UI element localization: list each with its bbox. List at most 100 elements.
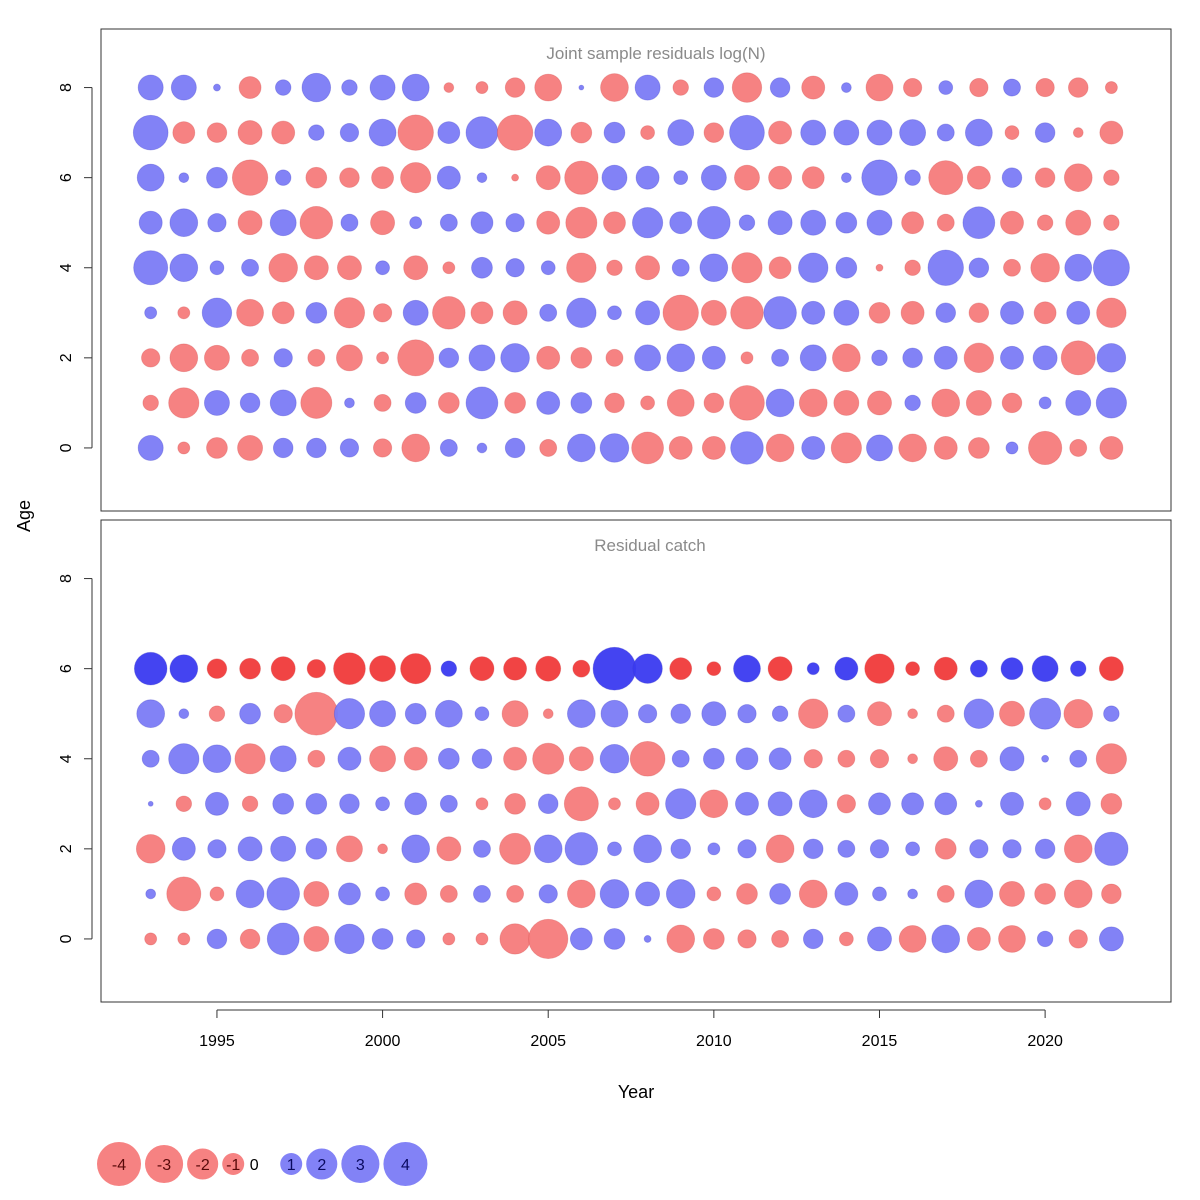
residual-bubble: [333, 652, 366, 685]
residual-bubble: [730, 296, 764, 330]
y-tick-label: 2: [58, 353, 75, 362]
residual-bubble: [1101, 883, 1122, 905]
residual-bubble: [771, 348, 790, 367]
y-axis-label: Age: [14, 500, 34, 532]
residual-bubble: [969, 77, 989, 98]
x-axis: 1995 2000 2005 2010 2015 2020: [199, 1009, 1063, 1050]
residual-bubble: [439, 439, 458, 457]
residual-bubble: [737, 929, 757, 949]
residual-bubble: [568, 746, 594, 772]
residual-bubble: [505, 258, 525, 278]
bubble-layer: [132, 72, 1130, 466]
residual-bubble: [836, 794, 856, 814]
residual-bubble: [736, 883, 758, 905]
residual-bubble: [1098, 926, 1124, 952]
residual-bubble: [231, 159, 269, 196]
residual-bubble: [631, 431, 664, 465]
residual-bubble: [567, 699, 596, 729]
residual-bubble: [572, 659, 591, 678]
panel-frame: [100, 519, 1172, 1003]
residual-bubble: [968, 302, 990, 324]
residual-bubble: [1005, 441, 1019, 455]
legend-bubble: [145, 1144, 184, 1184]
residual-bubble: [999, 700, 1025, 727]
residual-bubble: [933, 345, 958, 370]
residual-bubble: [769, 883, 791, 905]
residual-bubble: [670, 703, 691, 724]
residual-bubble: [337, 746, 362, 771]
residual-bubble: [832, 343, 861, 373]
residual-bubble: [871, 349, 888, 367]
residual-bubble: [697, 205, 731, 240]
residual-bubble: [168, 387, 200, 419]
residual-bubble: [438, 347, 460, 369]
residual-bubble: [801, 300, 826, 325]
residual-bubble: [169, 343, 199, 373]
residual-bubble: [799, 344, 827, 372]
residual-bubble: [537, 793, 559, 815]
residual-bubble: [1103, 169, 1120, 186]
residual-bubble: [603, 928, 626, 950]
residual-bubble: [268, 253, 298, 283]
residual-bubble: [731, 72, 763, 103]
residual-bubble: [666, 389, 695, 417]
residual-bubble: [1103, 214, 1120, 231]
residual-bubble: [904, 394, 921, 412]
residual-bubble: [1038, 797, 1052, 811]
residual-bubble: [734, 164, 760, 191]
residual-bubble: [133, 250, 169, 286]
residual-bubble: [271, 301, 295, 325]
residual-bubble: [707, 842, 721, 856]
residual-bubble: [907, 708, 918, 720]
residual-bubble: [564, 832, 599, 866]
residual-bubble: [738, 214, 756, 231]
residual-bubble: [439, 213, 458, 232]
residual-bubble: [368, 118, 397, 147]
residual-bubble: [471, 256, 493, 279]
residual-bubble: [703, 122, 725, 143]
residual-bubble: [765, 834, 795, 864]
residual-bubble: [570, 347, 593, 369]
residual-bubble: [1065, 209, 1092, 236]
residual-bubble: [563, 786, 599, 822]
residual-bubble: [1035, 77, 1055, 98]
residual-bubble: [375, 260, 390, 276]
residual-bubble: [166, 876, 202, 912]
residual-bubble: [867, 390, 892, 416]
legend-label: 0: [250, 1157, 259, 1174]
residual-bubble: [534, 118, 563, 147]
residual-bubble: [434, 699, 463, 728]
residual-bubble: [868, 792, 891, 816]
residual-bubble: [333, 698, 366, 730]
residual-bubble: [305, 166, 328, 189]
residual-bubble: [241, 348, 259, 367]
legend-bubble: [306, 1148, 338, 1180]
residual-bubble: [506, 884, 525, 903]
residual-bubble: [172, 121, 196, 145]
residual-bubble: [273, 704, 293, 724]
residual-bubble: [835, 256, 858, 279]
x-tick-label: 2020: [1027, 1033, 1063, 1050]
residual-bubble: [270, 835, 297, 862]
residual-bubble: [1064, 253, 1093, 282]
residual-bubble: [898, 925, 927, 953]
legend-bubble: [187, 1148, 219, 1180]
residual-bubble: [369, 74, 396, 101]
residual-bubble: [1036, 930, 1054, 948]
residual-bubble: [606, 259, 623, 276]
residual-bubble: [599, 433, 630, 463]
residual-bubble: [432, 296, 466, 330]
residual-bubble: [206, 166, 228, 189]
residual-bubble: [567, 879, 596, 909]
residual-bubble: [968, 257, 990, 278]
residual-bubble: [1034, 167, 1056, 188]
residual-bubble: [904, 169, 921, 186]
residual-bubble: [607, 841, 622, 857]
residual-bubble: [768, 747, 792, 771]
residual-bubble: [634, 344, 662, 372]
residual-bubble: [168, 743, 200, 775]
residual-bubble: [733, 654, 761, 683]
residual-bubble: [207, 213, 227, 233]
residual-bubble: [440, 660, 458, 677]
panel-title: Joint sample residuals log(N): [546, 44, 765, 63]
